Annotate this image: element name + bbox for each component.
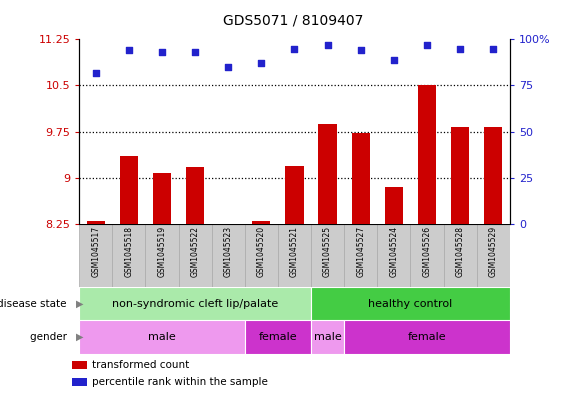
Bar [311,320,344,354]
Bar [484,127,502,224]
Text: non-syndromic cleft lip/palate: non-syndromic cleft lip/palate [112,299,278,309]
Text: GSM1045520: GSM1045520 [257,226,266,277]
Bar [79,287,311,320]
Point [257,60,266,66]
Bar [79,320,245,354]
Text: GSM1045524: GSM1045524 [389,226,398,277]
Bar [318,124,337,224]
Bar [385,187,403,224]
Text: female: female [408,332,447,342]
Bar [245,224,278,287]
Bar [278,224,311,287]
Bar [444,224,476,287]
Bar [245,320,311,354]
Bar [113,224,145,287]
Bar [311,224,344,287]
Bar [344,224,377,287]
Bar [145,224,179,287]
Text: GSM1045528: GSM1045528 [456,226,465,277]
Bar [344,320,510,354]
Bar [179,224,212,287]
Bar [377,224,410,287]
Bar [79,224,113,287]
Text: GSM1045526: GSM1045526 [423,226,431,277]
Point [356,47,366,53]
Point [323,42,332,48]
Text: ▶: ▶ [76,299,84,309]
Point [223,64,233,70]
Point [423,42,432,48]
Text: GSM1045517: GSM1045517 [91,226,100,277]
Text: GSM1045529: GSM1045529 [489,226,498,277]
Point [389,57,398,63]
Text: GSM1045525: GSM1045525 [323,226,332,277]
Bar [410,224,444,287]
Bar [418,86,436,224]
Text: GSM1045523: GSM1045523 [224,226,233,277]
Bar [285,165,304,224]
Point [157,49,166,55]
Text: GSM1045518: GSM1045518 [124,226,133,277]
Text: percentile rank within the sample: percentile rank within the sample [92,377,268,387]
Bar [252,221,271,224]
Text: GDS5071 / 8109407: GDS5071 / 8109407 [223,14,363,28]
Bar [219,224,237,225]
Text: GSM1045519: GSM1045519 [158,226,166,277]
Point [190,49,200,55]
Text: gender: gender [30,332,73,342]
Bar [212,224,245,287]
Bar [72,378,87,386]
Text: disease state: disease state [0,299,73,309]
Bar [311,287,510,320]
Text: male: male [148,332,176,342]
Text: GSM1045521: GSM1045521 [290,226,299,277]
Text: transformed count: transformed count [92,360,189,370]
Text: male: male [314,332,342,342]
Bar [120,156,138,224]
Point [124,47,134,53]
Text: GSM1045522: GSM1045522 [190,226,200,277]
Text: ▶: ▶ [76,332,84,342]
Bar [87,221,105,224]
Point [289,45,299,51]
Bar [186,167,204,224]
Bar [352,133,370,224]
Bar [72,361,87,369]
Bar [476,224,510,287]
Point [489,45,498,51]
Text: female: female [258,332,297,342]
Point [91,70,100,76]
Point [455,45,465,51]
Text: healthy control: healthy control [368,299,452,309]
Bar [153,173,171,224]
Bar [451,127,469,224]
Text: GSM1045527: GSM1045527 [356,226,365,277]
